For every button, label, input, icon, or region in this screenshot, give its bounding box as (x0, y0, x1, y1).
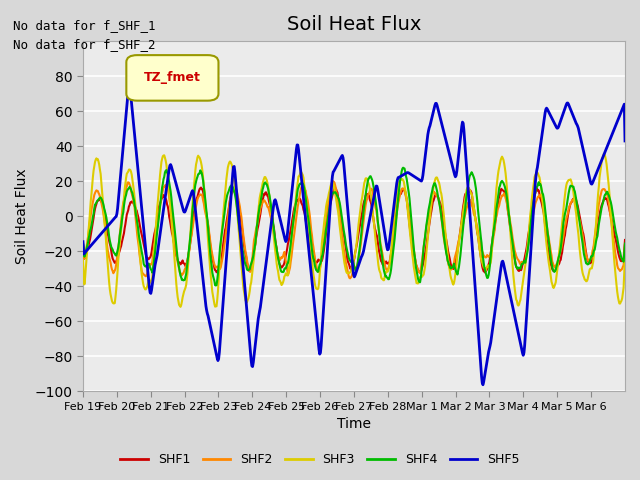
Text: TZ_fmet: TZ_fmet (144, 72, 201, 84)
X-axis label: Time: Time (337, 418, 371, 432)
Title: Soil Heat Flux: Soil Heat Flux (287, 15, 421, 34)
Text: No data for f_SHF_2: No data for f_SHF_2 (13, 38, 156, 51)
Text: No data for f_SHF_1: No data for f_SHF_1 (13, 19, 156, 32)
FancyBboxPatch shape (126, 55, 218, 101)
Y-axis label: Soil Heat Flux: Soil Heat Flux (15, 168, 29, 264)
Legend: SHF1, SHF2, SHF3, SHF4, SHF5: SHF1, SHF2, SHF3, SHF4, SHF5 (115, 448, 525, 471)
